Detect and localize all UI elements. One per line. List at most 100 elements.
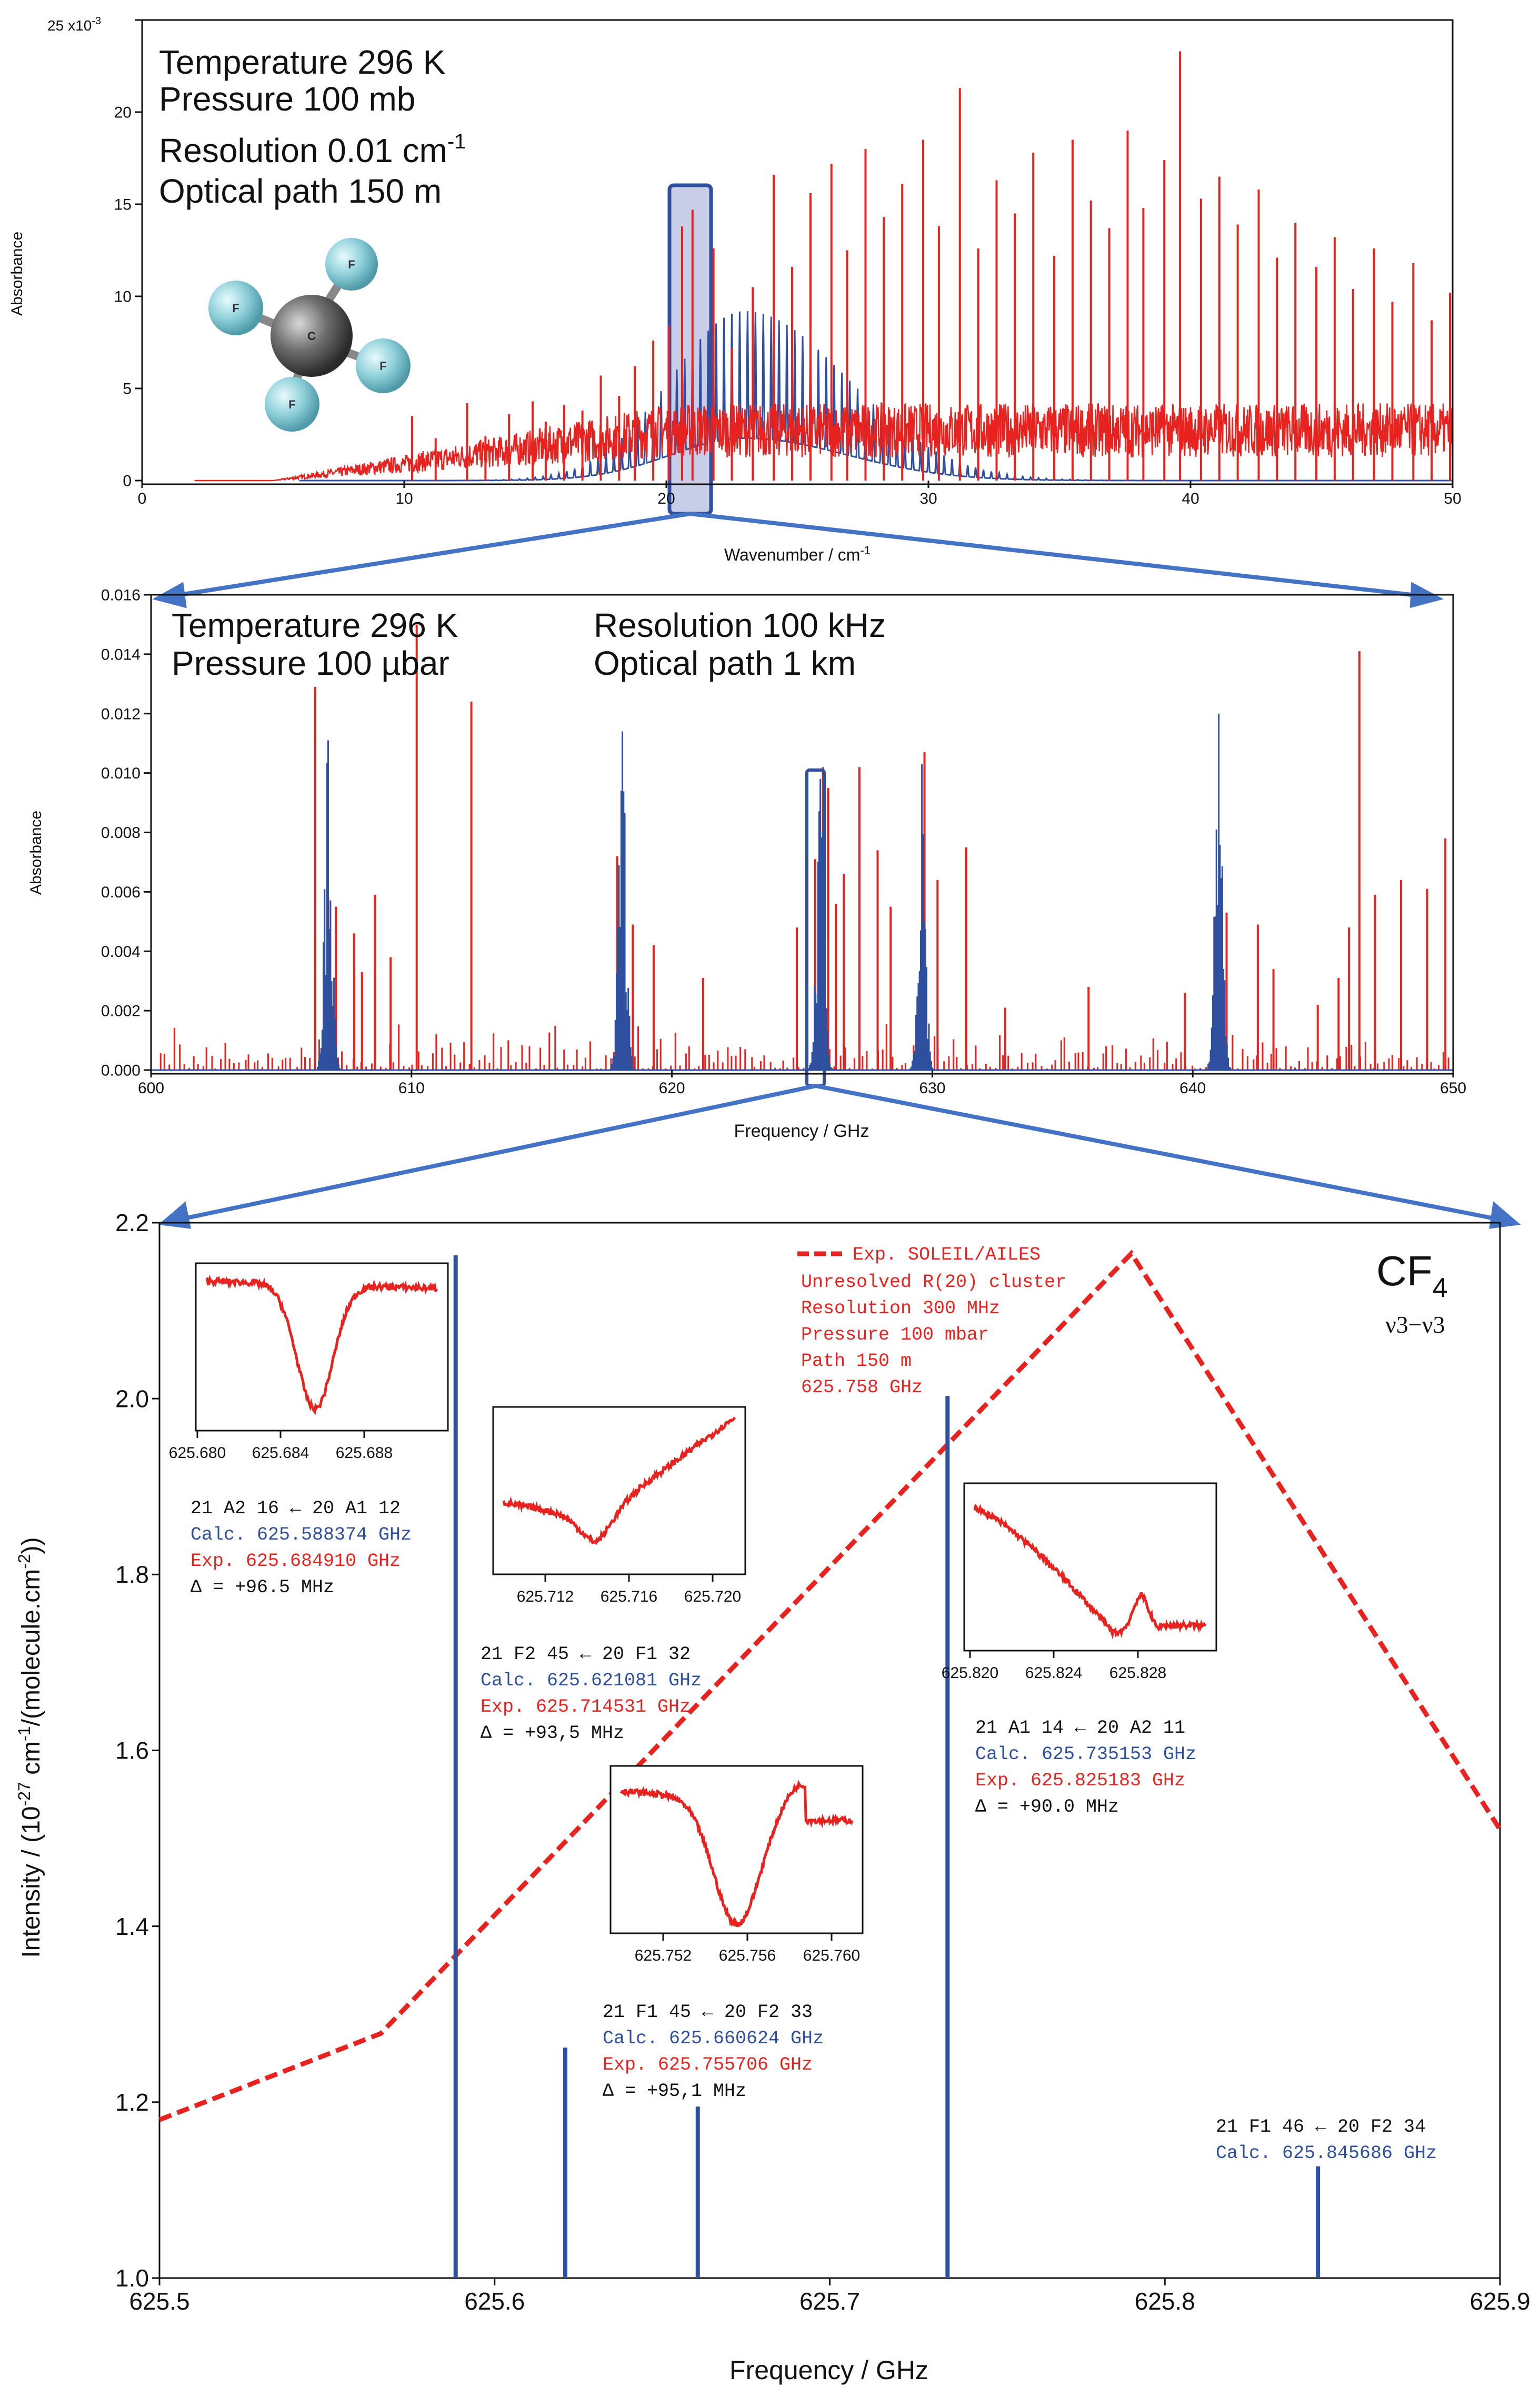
legend-line-1: Unresolved R(20) cluster	[801, 1272, 1066, 1293]
panel-3: 625.5 625.6 625.7 625.8 625.9 1.0 1.2 1.4 1.6 1.8…	[15, 1209, 1531, 2385]
fluorine-atom: F	[325, 238, 378, 291]
inset-tick-label: 625.828	[1109, 1664, 1166, 1682]
inset-4-ticks: 625.820 625.824 625.828	[942, 1651, 1166, 1682]
inset-3-exp: Exp. 625.755706 GHz	[603, 2054, 813, 2075]
fluorine-atom: F	[356, 338, 411, 393]
y-tick-label: 1.4	[115, 1913, 149, 1940]
y-tick-label: 1.0	[115, 2264, 149, 2292]
legend-line-0: Exp. SOLEIL/AILES	[853, 1244, 1041, 1265]
y-tick-label: 0.016	[101, 587, 141, 604]
label-5-assignment: 21 F1 46 ← 20 F2 34	[1216, 2116, 1426, 2138]
svg-text:F: F	[232, 302, 239, 315]
inset-tick-label: 625.752	[635, 1947, 692, 1964]
inset-tick-label: 625.688	[336, 1444, 393, 1462]
panel-2-xlabel: Frequency / GHz	[734, 1121, 869, 1141]
arrowhead	[1489, 1201, 1521, 1229]
inset-3-calc: Calc. 625.660624 GHz	[603, 2028, 824, 2049]
inset-4-delta: Δ = +90.0 MHz	[975, 1796, 1119, 1817]
panel-1-highlight	[667, 183, 713, 516]
y-tick-label: 0.004	[101, 943, 141, 961]
panel-1-yscale: 25 x10-3	[47, 15, 101, 34]
y-tick-label: 0.008	[101, 824, 141, 842]
x-tick-label: 20	[657, 490, 675, 507]
inset-2-assignment: 21 F2 45 ← 20 F1 32	[481, 1644, 691, 1665]
panel-2-ylabel: Absorbance	[27, 811, 45, 895]
x-tick-label: 620	[659, 1080, 685, 1097]
y-tick-label: 0.012	[101, 705, 141, 723]
inset-spectrum	[205, 1274, 438, 1415]
inset-2-exp: Exp. 625.714531 GHz	[481, 1696, 691, 1717]
y-tick-label: 0.000	[101, 1062, 141, 1080]
inset-1-calc: Calc. 625.588374 GHz	[191, 1524, 412, 1545]
inset-1-ticks: 625.680 625.684 625.688	[169, 1431, 393, 1462]
y-tick-label: 0.010	[101, 765, 141, 782]
inset-1: 625.680 625.684 625.688 21 A2 16 ← 20 A1…	[169, 1262, 449, 1598]
exp-noise-line	[194, 402, 1453, 482]
panel-2-calc-series	[151, 713, 1453, 1071]
inset-4: 625.820 625.824 625.828 21 A1 14 ← 20 A2…	[942, 1482, 1217, 1817]
y-tick-label: 15	[114, 196, 132, 214]
inset-tick-label: 625.684	[252, 1444, 309, 1462]
carbon-atom: C	[271, 295, 353, 377]
y-tick-label: 0.014	[101, 646, 141, 663]
x-tick-label: 625.8	[1135, 2288, 1195, 2315]
panel-2-frame	[150, 594, 1454, 1075]
panel-3-legend: Exp. SOLEIL/AILES Unresolved R(20) clust…	[797, 1244, 1066, 1398]
svg-text:F: F	[288, 398, 295, 411]
svg-text:C: C	[307, 329, 316, 343]
panel-1-exp-series	[194, 51, 1453, 482]
inset-2: 625.712 625.716 625.720 21 F2 45 ← 20 F1…	[481, 1406, 746, 1744]
x-tick-label: 650	[1440, 1080, 1466, 1097]
x-tick-label: 30	[919, 490, 937, 507]
zoom-arrows-2	[158, 1084, 1521, 1229]
x-tick-label: 0	[138, 490, 147, 507]
inset-2-ticks: 625.712 625.716 625.720	[517, 1574, 741, 1605]
inset-tick-label: 625.716	[601, 1588, 657, 1605]
inset-2-delta: Δ = +93,5 MHz	[481, 1723, 624, 1744]
inset-spectrum	[973, 1503, 1207, 1640]
panel-3-subtitle: ν3−ν3	[1385, 1311, 1445, 1338]
y-tick-label: 0.006	[101, 884, 141, 901]
inset-spectrum	[619, 1780, 854, 1927]
inset-4-calc: Calc. 625.735153 GHz	[975, 1744, 1196, 1765]
inset-tick-label: 625.712	[517, 1588, 574, 1605]
panel-3-axes: 625.5 625.6 625.7 625.8 625.9 1.0 1.2 1.4 1.6 1.8…	[115, 1209, 1531, 2315]
y-tick-label: 2.2	[115, 1209, 149, 1236]
inset-tick-label: 625.824	[1025, 1664, 1082, 1682]
inset-3-delta: Δ = +95,1 MHz	[603, 2081, 746, 2102]
inset-tick-label: 625.756	[719, 1947, 776, 1964]
panel-1-annotations: Temperature 296 K Pressure 100 mb Resolu…	[159, 43, 466, 210]
panel-2-temperature: Temperature 296 K	[172, 606, 458, 644]
cf4-molecule: F F C F F	[208, 238, 411, 432]
inset-3: 625.752 625.756 625.760 21 F1 45 ← 20 F2…	[603, 1765, 864, 2102]
panel-1-resolution: Resolution 0.01 cm-1	[159, 130, 466, 169]
svg-text:F: F	[379, 359, 386, 373]
zoom-arrows-1	[152, 512, 1444, 608]
svg-text:F: F	[348, 258, 355, 271]
inset-spectrum	[502, 1416, 736, 1545]
panel-1-temperature: Temperature 296 K	[159, 43, 445, 81]
panel-1-xlabel: Wavenumber / cm-1	[724, 544, 871, 564]
y-tick-label: 2.0	[115, 1385, 149, 1412]
panel-1-frame	[141, 19, 1454, 485]
panel-2-resolution: Resolution 100 kHz	[594, 606, 886, 644]
x-tick-label: 10	[395, 490, 413, 507]
x-tick-label: 50	[1444, 490, 1461, 507]
x-tick-label: 625.6	[464, 2288, 525, 2315]
legend-line-2: Resolution 300 MHz	[801, 1298, 1000, 1319]
inset-4-exp: Exp. 625.825183 GHz	[975, 1770, 1185, 1791]
y-tick-label: 0	[123, 473, 132, 490]
y-tick-label: 1.6	[115, 1737, 149, 1764]
exp-dashed-line	[158, 1250, 1502, 2122]
panel-2: 600 610 620 630 640 650 0.000 0.002 0.004 0.006 0.…	[27, 587, 1466, 1142]
inset-tick-label: 625.720	[684, 1588, 741, 1605]
x-tick-label: 600	[138, 1080, 164, 1097]
y-tick-label: 1.2	[115, 2089, 149, 2116]
inset-tick-label: 625.820	[942, 1664, 998, 1682]
y-tick-label: 20	[114, 104, 132, 122]
x-tick-label: 625.7	[799, 2288, 860, 2315]
panel-2-pressure: Pressure 100 µbar	[172, 644, 449, 682]
panel-1-axes: 0 10 20 30 40 50 0 5 10 15 20	[114, 19, 1462, 507]
panel-2-axes: 600 610 620 630 640 650 0.000 0.002 0.004 0.006 0.…	[101, 587, 1466, 1097]
